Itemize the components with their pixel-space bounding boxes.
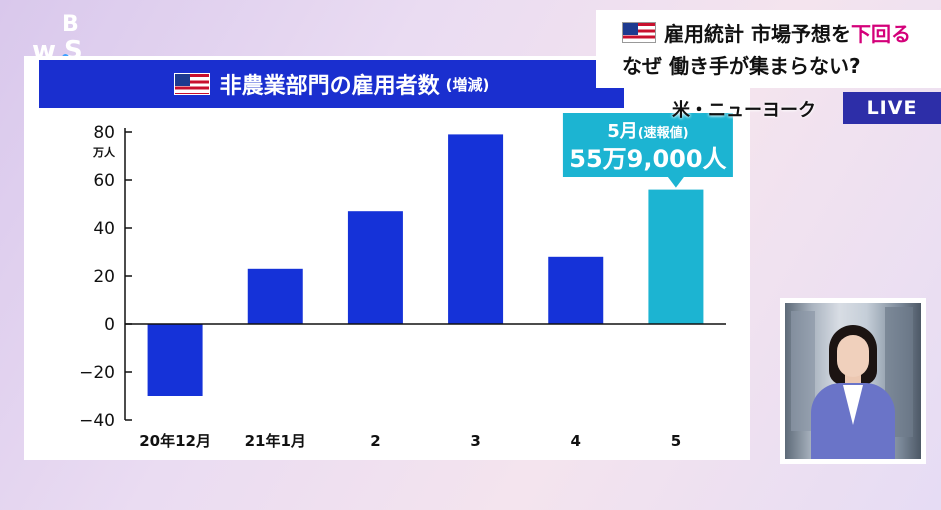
bar bbox=[648, 189, 704, 324]
chart-panel: 非農業部門の雇用者数 (増減) 80 60 40 20 0 −20 −40 万人 20年12月 2… bbox=[24, 56, 750, 460]
annotation-line-1: 5月(速報値) bbox=[607, 121, 688, 142]
y-tick-label: 40 bbox=[93, 219, 115, 239]
x-tick-label: 2 bbox=[370, 432, 380, 450]
x-tick-label: 4 bbox=[571, 432, 581, 450]
location-label: 米・ニューヨーク bbox=[672, 100, 816, 121]
headline-highlight: 下回る bbox=[850, 21, 911, 46]
y-axis-unit-label: 万人 bbox=[92, 145, 116, 159]
live-badge: LIVE bbox=[843, 92, 941, 124]
bar bbox=[147, 324, 203, 396]
annotation-line-2: 55万9,000人 bbox=[569, 145, 726, 173]
y-tick-label: 0 bbox=[104, 315, 115, 335]
bar bbox=[548, 256, 604, 324]
bar bbox=[347, 211, 403, 324]
chart-subtitle: (増減) bbox=[445, 75, 490, 94]
y-tick-label: −40 bbox=[79, 411, 115, 431]
us-flag-icon bbox=[173, 73, 210, 95]
x-tick-label: 20年12月 bbox=[139, 432, 211, 450]
news-headline: 雇用統計 市場予想を 下回る なぜ 働き手が集まらない? bbox=[596, 10, 941, 88]
headline-line-2: なぜ 働き手が集まらない? bbox=[622, 48, 941, 80]
y-tick-label: 80 bbox=[93, 123, 115, 143]
presenter-figure bbox=[805, 325, 901, 459]
headline-text-1: 雇用統計 市場予想を bbox=[664, 21, 851, 46]
headline-line-1: 雇用統計 市場予想を 下回る bbox=[622, 16, 941, 48]
headline-text-2: なぜ 働き手が集まらない? bbox=[622, 53, 861, 78]
y-tick-label: −20 bbox=[79, 363, 115, 383]
x-tick-label: 21年1月 bbox=[245, 432, 306, 450]
annotation-pointer bbox=[667, 177, 684, 188]
x-tick-label: 3 bbox=[470, 432, 480, 450]
presenter-video-frame bbox=[785, 303, 921, 459]
presenter-video bbox=[780, 298, 926, 464]
annotation-box bbox=[562, 113, 733, 177]
bar-chart: 80 60 40 20 0 −20 −40 万人 20年12月 21年1月 2 3 4 5 5月(速報値) 5… bbox=[79, 113, 733, 450]
bar bbox=[247, 268, 303, 324]
x-tick-label: 5 bbox=[671, 432, 681, 450]
us-flag-icon bbox=[622, 21, 656, 43]
presenter-face bbox=[837, 335, 869, 377]
logo-letter-b: B bbox=[62, 12, 79, 37]
y-tick-label: 20 bbox=[93, 267, 115, 287]
chart-title: 非農業部門の雇用者数 bbox=[219, 74, 440, 99]
bar bbox=[448, 134, 504, 324]
chart-title-bar: 非農業部門の雇用者数 (増減) bbox=[39, 60, 624, 108]
y-tick-label: 60 bbox=[93, 171, 115, 191]
